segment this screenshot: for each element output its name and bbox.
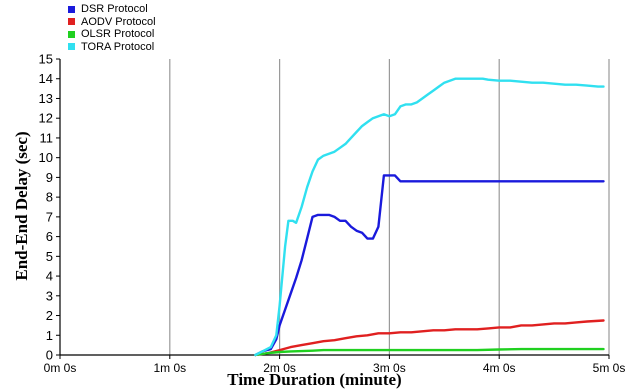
x-tick-label: 3m 0s xyxy=(373,361,406,375)
legend-swatch xyxy=(68,43,75,51)
axes xyxy=(59,59,610,356)
x-axis-ticks: 0m 0s 1m 0s 2m 0s 3m 0s 4m 0s 5m 0s xyxy=(44,355,626,375)
y-tick-label: 3 xyxy=(46,288,53,303)
series-line-tora xyxy=(254,77,605,357)
y-tick-label: 0 xyxy=(46,348,53,363)
legend-label: OLSR Protocol xyxy=(81,28,155,41)
legend-swatch xyxy=(68,5,75,13)
legend-item-aodv: AODV Protocol xyxy=(68,16,156,29)
x-axis-label: Time Duration (minute) xyxy=(227,370,402,389)
y-tick-label: 15 xyxy=(39,52,53,67)
x-tick-label: 2m 0s xyxy=(263,361,296,375)
y-tick-label: 8 xyxy=(46,190,53,205)
legend-label: AODV Protocol xyxy=(81,15,156,28)
series-lines xyxy=(254,77,605,357)
y-tick-label: 9 xyxy=(46,170,53,185)
x-tick-label: 1m 0s xyxy=(153,361,186,375)
y-tick-label: 14 xyxy=(39,71,53,86)
legend-item-dsr: DSR Protocol xyxy=(68,3,156,16)
legend: DSR Protocol AODV Protocol OLSR Protocol… xyxy=(68,3,156,53)
series-line-dsr xyxy=(254,174,605,357)
y-tick-label: 7 xyxy=(46,209,53,224)
legend-item-olsr: OLSR Protocol xyxy=(68,28,156,41)
legend-swatch xyxy=(68,18,75,26)
series-line-aodv xyxy=(254,319,605,357)
series-line-olsr xyxy=(254,347,605,357)
x-tick-label: 5m 0s xyxy=(593,361,626,375)
y-tick-label: 10 xyxy=(39,150,53,165)
y-tick-label: 13 xyxy=(39,91,53,106)
y-tick-label: 2 xyxy=(46,308,53,323)
y-tick-label: 6 xyxy=(46,229,53,244)
y-tick-label: 4 xyxy=(46,269,53,284)
y-axis-label: End-End Delay (sec) xyxy=(12,131,31,281)
legend-label: TORA Protocol xyxy=(81,40,155,53)
y-tick-label: 11 xyxy=(40,130,54,145)
grid-lines xyxy=(169,59,500,355)
y-tick-label: 5 xyxy=(46,249,53,264)
legend-item-tora: TORA Protocol xyxy=(68,41,156,54)
y-tick-label: 1 xyxy=(46,328,53,343)
legend-swatch xyxy=(68,30,75,38)
y-tick-label: 12 xyxy=(39,111,53,126)
legend-label: DSR Protocol xyxy=(81,3,148,16)
x-tick-label: 0m 0s xyxy=(44,361,77,375)
x-tick-label: 4m 0s xyxy=(483,361,516,375)
